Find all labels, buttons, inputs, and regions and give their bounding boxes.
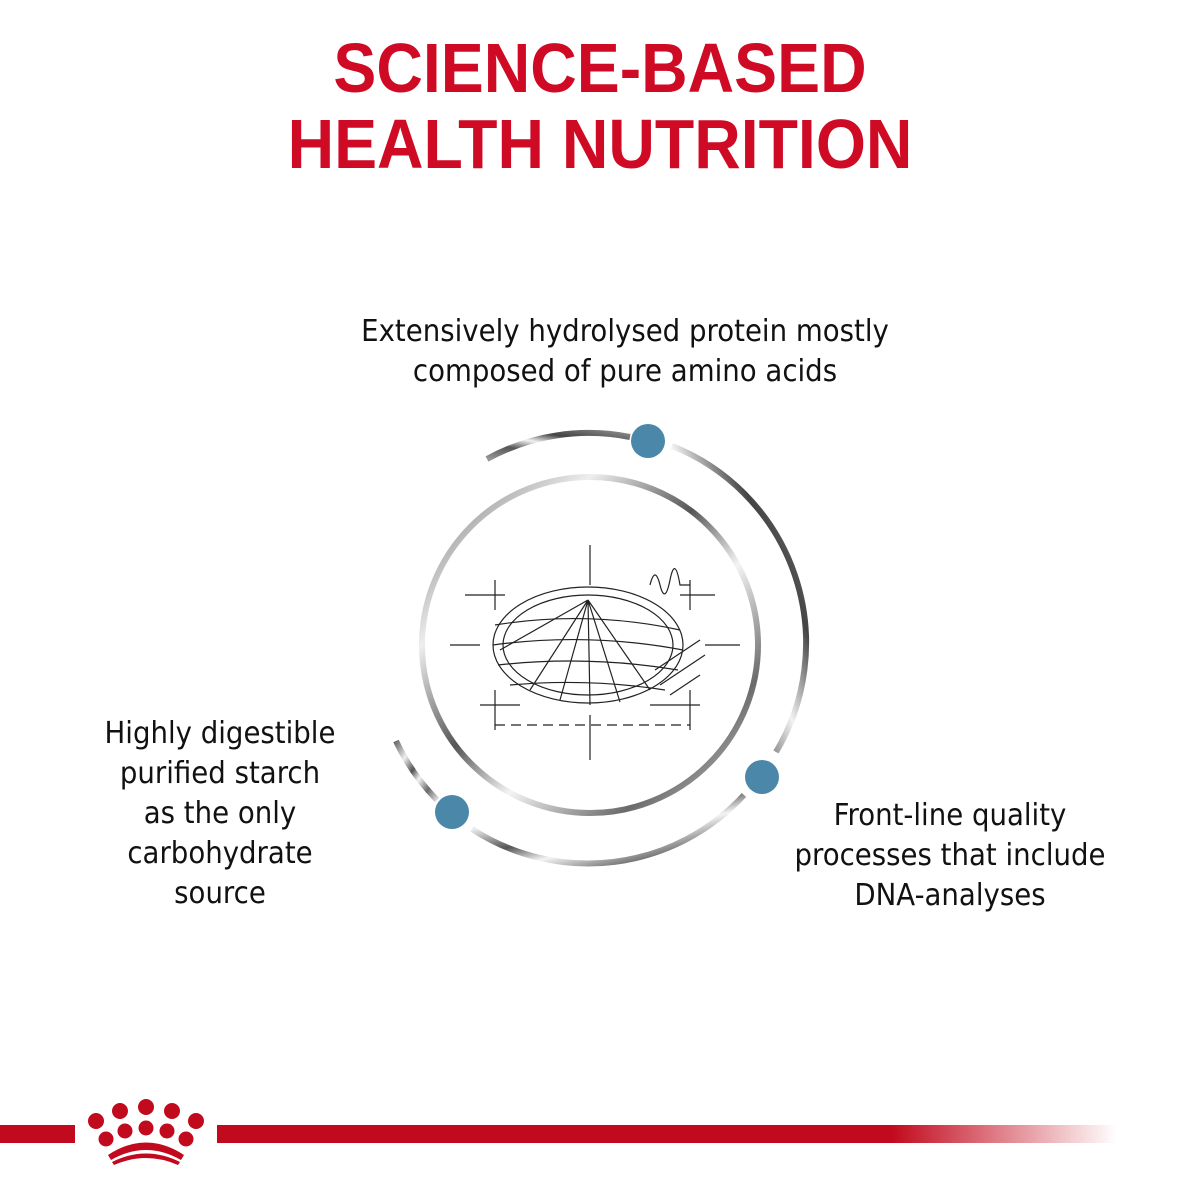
feature-quality-text: Front-line quality processes that includ…	[738, 796, 1161, 916]
headline-line-2: HEALTH NUTRITION	[287, 105, 913, 183]
outer-arc-top	[485, 429, 631, 462]
kibble-sketch-icon	[450, 545, 740, 760]
feature-protein-text: Extensively hydrolysed protein mostly co…	[298, 312, 951, 392]
headline: SCIENCE-BASED HEALTH NUTRITION	[48, 30, 1152, 182]
headline-line-1: SCIENCE-BASED	[333, 29, 867, 107]
text-line: Front-line quality	[833, 798, 1067, 833]
inner-ring	[419, 474, 761, 816]
text-line: processes that include	[794, 838, 1106, 873]
text-line: DNA-analyses	[854, 878, 1046, 913]
text-line: purified starch	[119, 756, 321, 791]
text-line: as the only	[143, 796, 297, 831]
text-line: composed of pure amino acids	[412, 354, 838, 389]
feature-dot-quality	[745, 760, 779, 794]
text-line: carbohydrate	[127, 836, 313, 871]
outer-arc-bottom-right	[470, 792, 747, 867]
feature-dot-protein	[631, 424, 665, 458]
text-line: Highly digestible	[104, 716, 336, 751]
outer-arc-bottom	[393, 739, 440, 803]
outer-arc-right	[670, 443, 810, 754]
text-line: Extensively hydrolysed protein mostly	[361, 314, 889, 349]
text-line: source	[174, 876, 266, 911]
feature-starch-text: Highly digestible purified starch as the…	[54, 714, 385, 914]
feature-dot-starch	[435, 795, 469, 829]
